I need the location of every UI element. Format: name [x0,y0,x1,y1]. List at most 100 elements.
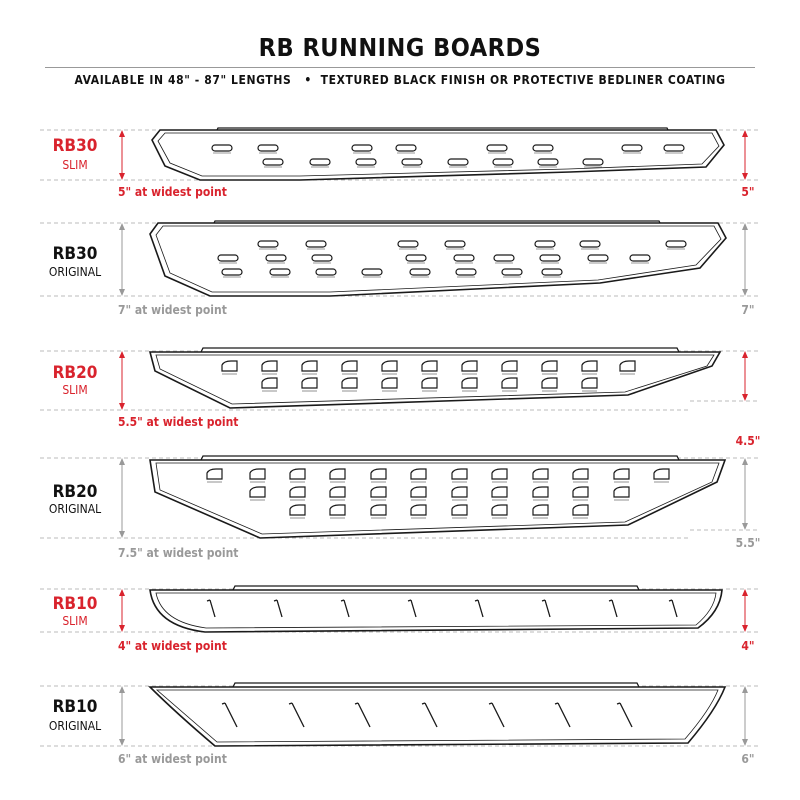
step-slot [619,360,636,372]
step-slot [315,268,337,276]
width-note: 5.5" at widest point [118,415,239,429]
step-slot [410,504,427,516]
step-slot [572,486,589,498]
step-slot [257,144,279,152]
arrow-head-icon [742,289,748,296]
step-slot [532,486,549,498]
step-groove [221,702,226,705]
step-slot [355,158,377,166]
width-note: 4" at widest point [118,639,227,653]
step-slot [572,468,589,480]
arrow-head-icon [119,531,125,538]
step-slot [663,144,685,152]
step-groove [541,599,546,602]
step-groove [273,599,278,602]
arrow-head-icon [742,173,748,180]
model-label: RB20 [52,482,98,502]
running-board-outline [149,589,723,633]
step-groove [544,599,551,618]
step-slot [329,504,346,516]
model-label: RB20 [52,363,98,383]
step-slot [461,360,478,372]
step-groove [410,599,417,618]
arrow-head-icon [119,223,125,230]
arrow-head-icon [742,351,748,358]
arrow-head-icon [119,351,125,358]
step-slot [249,468,266,480]
step-groove [557,702,571,728]
step-slot [572,504,589,516]
running-board-outline [148,686,727,747]
step-slot [451,486,468,498]
step-slot [491,468,508,480]
arrow-head-icon [742,130,748,137]
step-groove [554,702,559,705]
step-slot [534,240,556,248]
arrow-head-icon [742,394,748,401]
step-slot [262,158,284,166]
step-slot [541,360,558,372]
step-groove [407,599,412,602]
step-slot [301,377,318,389]
running-board-edge [155,689,719,743]
step-slot [629,254,651,262]
variant-label: ORIGINAL [48,719,102,733]
step-groove [343,599,350,618]
width-note: 7" at widest point [118,303,227,317]
step-slot [486,144,508,152]
step-slot [621,144,643,152]
variant-label: SLIM [62,383,88,397]
page-title: RB RUNNING BOARDS [258,33,542,62]
arrow-head-icon [742,458,748,465]
step-slot [249,486,266,498]
step-groove [477,599,484,618]
step-slot [491,486,508,498]
step-slot [421,360,438,372]
arrow-head-icon [119,625,125,632]
step-slot [269,268,291,276]
running-board-edge [155,592,717,629]
step-slot [395,144,417,152]
step-slot [492,158,514,166]
step-slot [405,254,427,262]
width-note: 5" at widest point [118,185,227,199]
arrow-head-icon [742,625,748,632]
step-groove [276,599,283,618]
step-slot [341,360,358,372]
arrow-head-icon [119,739,125,746]
step-slot [206,468,223,480]
step-groove [421,702,426,705]
step-slot [532,504,549,516]
step-groove [491,702,505,728]
arrow-head-icon [742,686,748,693]
arrow-head-icon [119,589,125,596]
step-groove [608,599,613,602]
step-slot [381,377,398,389]
step-groove [209,599,216,618]
step-slot [301,360,318,372]
step-slot [261,360,278,372]
right-dimension: 5" [741,185,755,199]
running-board-edge [157,132,720,177]
arrow-head-icon [119,686,125,693]
step-slot [581,377,598,389]
step-slot [539,254,561,262]
step-slot [501,377,518,389]
arrow-head-icon [742,223,748,230]
step-slot [613,468,630,480]
step-groove [288,702,293,705]
running-board-edge [155,462,720,535]
step-slot [351,144,373,152]
running-board-edge [155,354,715,405]
step-groove [616,702,621,705]
arrow-head-icon [119,458,125,465]
step-slot [421,377,438,389]
step-slot [581,360,598,372]
arrow-head-icon [119,173,125,180]
step-slot [221,360,238,372]
step-groove [357,702,371,728]
step-slot [397,240,419,248]
step-slot [221,268,243,276]
step-slot [261,377,278,389]
